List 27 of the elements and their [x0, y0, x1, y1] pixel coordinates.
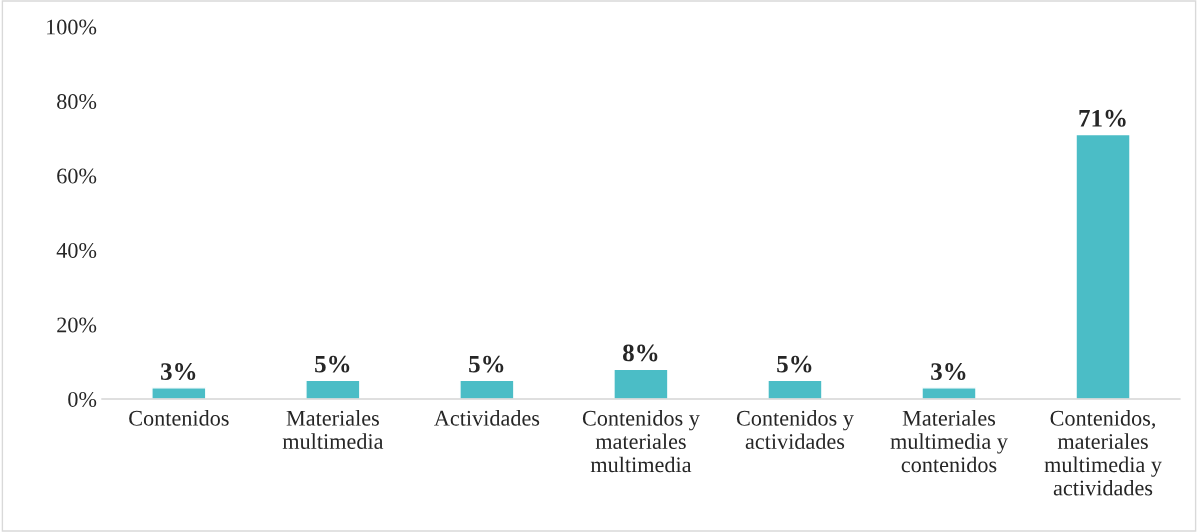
data-label: 3% [931, 363, 966, 381]
x-tick-label: Contenidos y materiales multimedia [582, 410, 700, 473]
y-tick-label: 0% [68, 391, 97, 407]
bar [459, 379, 515, 399]
data-label: 3% [161, 363, 196, 381]
y-tick-label: 20% [57, 317, 97, 333]
y-tick-label: 60% [57, 168, 97, 184]
y-tick-label: 100% [47, 19, 97, 35]
data-label: 5% [777, 355, 812, 373]
x-tick-label: Materiales multimedia [282, 410, 384, 449]
bar [921, 387, 977, 399]
bar [767, 379, 823, 399]
data-label: 5% [469, 355, 504, 373]
data-label: 8% [623, 344, 658, 362]
bar [305, 379, 361, 399]
x-tick-label: Actividades [434, 410, 540, 426]
x-tick-label: Contenidos, materiales multimedia y actividades [1044, 410, 1162, 496]
x-tick-label: Materiales multimedia y contenidos [890, 410, 1008, 473]
data-label: 71% [1079, 109, 1126, 127]
bar [151, 387, 207, 399]
bar [1075, 133, 1131, 399]
y-tick-label: 40% [56, 242, 97, 259]
y-tick-label: 80% [57, 94, 97, 110]
data-label: 5% [315, 355, 350, 373]
x-tick-label: Contenidos [129, 410, 229, 426]
x-tick-label: Contenidos y actividades [736, 410, 854, 450]
bar [613, 368, 669, 399]
